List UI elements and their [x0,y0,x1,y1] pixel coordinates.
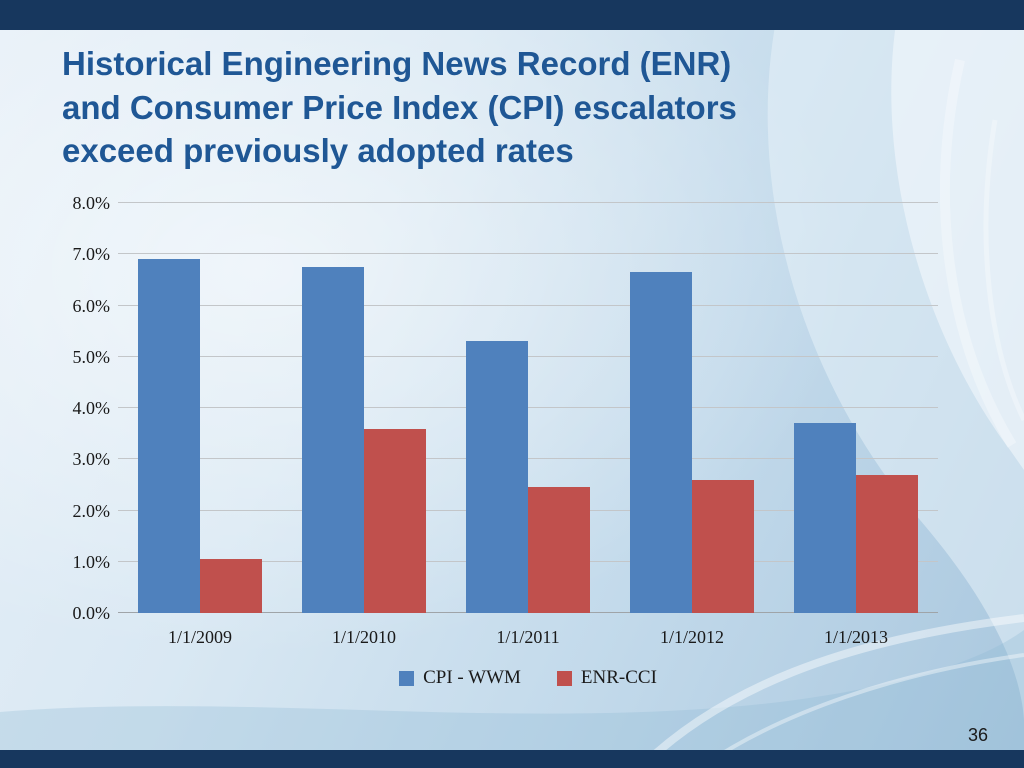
legend-item-enr-cci: ENR-CCI [556,667,657,689]
bar-cpi-wwm [794,423,856,613]
gridline [118,407,938,408]
bottom-accent-bar [0,750,1024,768]
slide-title-line-1: Historical Engineering News Record (ENR) [62,45,732,82]
bar-enr-cci [856,474,918,613]
y-tick-label: 5.0% [72,346,111,367]
x-axis-labels: 1/1/2009 1/1/2010 1/1/2011 1/1/2012 1/1/2013 [118,627,938,648]
page-number: 36 [967,725,988,745]
bar-cpi-wwm [302,267,364,613]
y-tick-label: 2.0% [72,500,111,521]
x-tick-label: 1/1/2010 [331,627,396,647]
legend-item-cpi-wwm: CPI - WWM [399,667,521,689]
y-tick-label: 4.0% [72,398,111,418]
gridline [118,458,938,460]
gridline [118,304,938,306]
bar-enr-cci [692,479,754,613]
slide-title: Historical Engineering News Record (ENR)… [62,42,974,173]
y-tick-label: 3.0% [72,449,111,470]
y-tick-label: 7.0% [72,244,111,265]
bar-enr-cci [200,559,262,613]
gridline [118,253,938,255]
slide-title-line-2: and Consumer Price Index (CPI) escalator… [62,88,737,126]
x-tick-label: 1/1/2011 [496,627,560,647]
y-axis: 0.0% 1.0% 2.0% 3.0% 4.0% 5.0% 6.0% 7.0% 8.0% [60,194,111,622]
y-tick-label: 1.0% [72,551,111,572]
bar-enr-cci [364,428,426,613]
y-tick-label: 0.0% [72,603,111,623]
legend-label: CPI - WWM [423,667,521,688]
bar-group-1-1-2013 [774,203,938,613]
bar-enr-cci [528,487,590,613]
top-accent-bar [0,0,1024,30]
bar-cpi-wwm [466,341,528,613]
plot-area [118,202,938,613]
bar-group-1-1-2012 [610,203,774,613]
bar-group-1-1-2009 [118,203,282,613]
legend-swatch-icon [556,670,572,686]
bar-group-1-1-2011 [446,203,610,613]
legend-label: ENR-CCI [580,667,657,688]
y-tick-label: 8.0% [72,193,111,213]
x-tick-label: 1/1/2009 [167,627,232,647]
bar-groups [118,203,938,613]
bar-chart: 0.0% 1.0% 2.0% 3.0% 4.0% 5.0% 6.0% 7.0% 8.0% 1/1… [60,194,960,715]
legend-swatch-icon [399,670,415,686]
x-tick-label: 1/1/2013 [823,627,888,647]
y-tick-label: 6.0% [72,295,111,316]
bar-group-1-1-2010 [282,203,446,613]
bar-cpi-wwm [138,259,200,613]
legend: CPI - WWM ENR-CCI [118,667,938,689]
gridline [118,355,938,357]
gridline [118,202,938,203]
x-tick-label: 1/1/2012 [659,627,724,647]
bar-cpi-wwm [630,272,692,613]
slide-title-line-3: exceed previously adopted rates [62,132,574,170]
